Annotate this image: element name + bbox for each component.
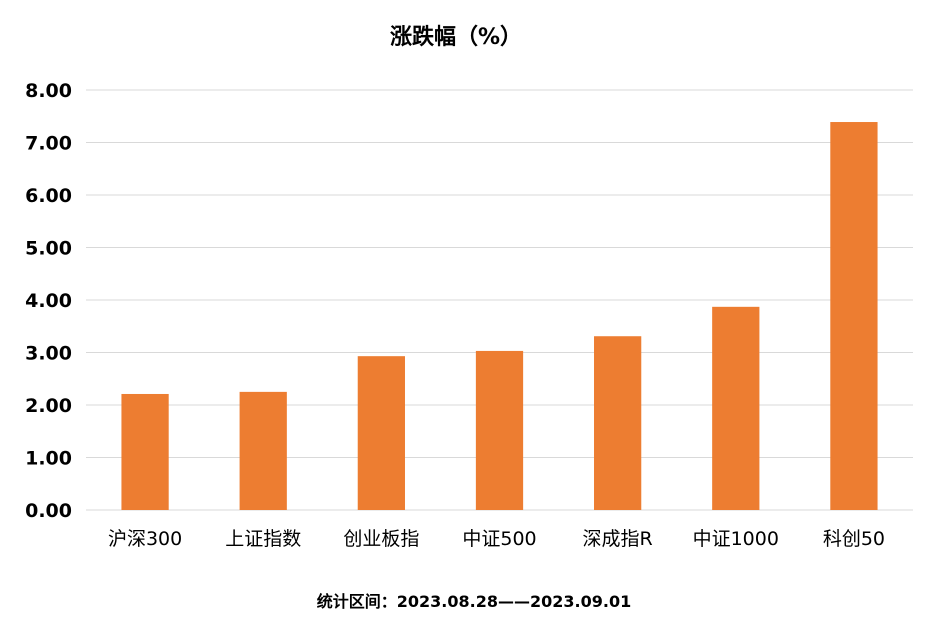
y-tick-label: 4.00 — [25, 290, 72, 312]
x-tick-label: 中证1000 — [693, 528, 779, 550]
footer-period: 统计区间：2023.08.28——2023.09.01 — [317, 592, 631, 611]
gridlines — [86, 89, 913, 511]
y-tick-label: 2.00 — [25, 395, 72, 417]
bar-1 — [239, 391, 287, 510]
x-tick-label: 创业板指 — [343, 528, 419, 550]
bar-4 — [594, 336, 642, 510]
y-tick-label: 7.00 — [25, 133, 72, 155]
bar-6 — [830, 122, 878, 511]
bar-3 — [475, 350, 524, 510]
y-axis-ticks: 0.00 1.00 2.00 3.00 4.00 5.00 6.00 7.00 8.00 — [25, 80, 72, 522]
bar-2 — [357, 356, 405, 510]
x-axis-ticks: 沪深300 上证指数 创业板指 中证500 深成指R 中证1000 科创50 — [108, 528, 885, 550]
x-tick-label: 中证500 — [462, 528, 536, 550]
x-tick-label: 上证指数 — [225, 528, 301, 550]
y-tick-label: 1.00 — [25, 448, 72, 470]
bars — [121, 122, 878, 511]
y-tick-label: 6.00 — [25, 185, 72, 207]
chart-title: 涨跌幅（%） — [390, 25, 522, 50]
x-tick-label: 沪深300 — [108, 528, 182, 550]
bar-0 — [121, 393, 169, 510]
y-tick-label: 8.00 — [25, 80, 72, 102]
x-tick-label: 科创50 — [823, 528, 885, 550]
y-tick-label: 5.00 — [25, 238, 72, 260]
y-tick-label: 0.00 — [25, 500, 72, 522]
x-tick-label: 深成指R — [583, 528, 653, 550]
y-tick-label: 3.00 — [25, 343, 72, 365]
bar-5 — [712, 306, 760, 510]
